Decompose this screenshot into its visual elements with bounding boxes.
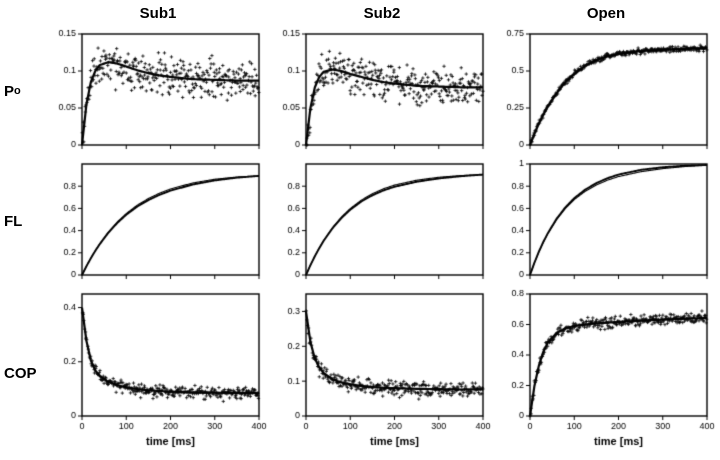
column-title-sub2: Sub2 (363, 4, 401, 22)
plot-cell (46, 26, 270, 156)
corner-spacer (0, 0, 46, 26)
row-label-cop-main: COP (4, 364, 37, 382)
plot-open-fl (496, 156, 716, 284)
plot-sub2-fl (272, 156, 492, 284)
plot-cell (46, 286, 270, 460)
row-label-po-main: P (4, 82, 15, 100)
plot-sub1-fl (48, 156, 268, 284)
plot-cell (46, 156, 270, 286)
column-title-open: Open (586, 4, 626, 22)
plot-cell (270, 156, 494, 286)
row-label-cop: COP (0, 286, 46, 460)
column-title-sub1: Sub1 (139, 4, 177, 22)
plot-sub2-po (272, 26, 492, 154)
row-label-fl-main: FL (4, 212, 23, 230)
plot-sub1-po (48, 26, 268, 154)
plot-cell (494, 286, 718, 460)
row-label-fl: FL (0, 156, 46, 286)
plot-cell (270, 26, 494, 156)
plot-open-po (496, 26, 716, 154)
plot-cell (494, 156, 718, 286)
plot-sub1-cop (48, 286, 268, 458)
plot-open-cop (496, 286, 716, 458)
plot-cell (270, 286, 494, 460)
plot-sub2-cop (272, 286, 492, 458)
row-label-po-sub: o (14, 85, 21, 97)
plot-cell (494, 26, 718, 156)
